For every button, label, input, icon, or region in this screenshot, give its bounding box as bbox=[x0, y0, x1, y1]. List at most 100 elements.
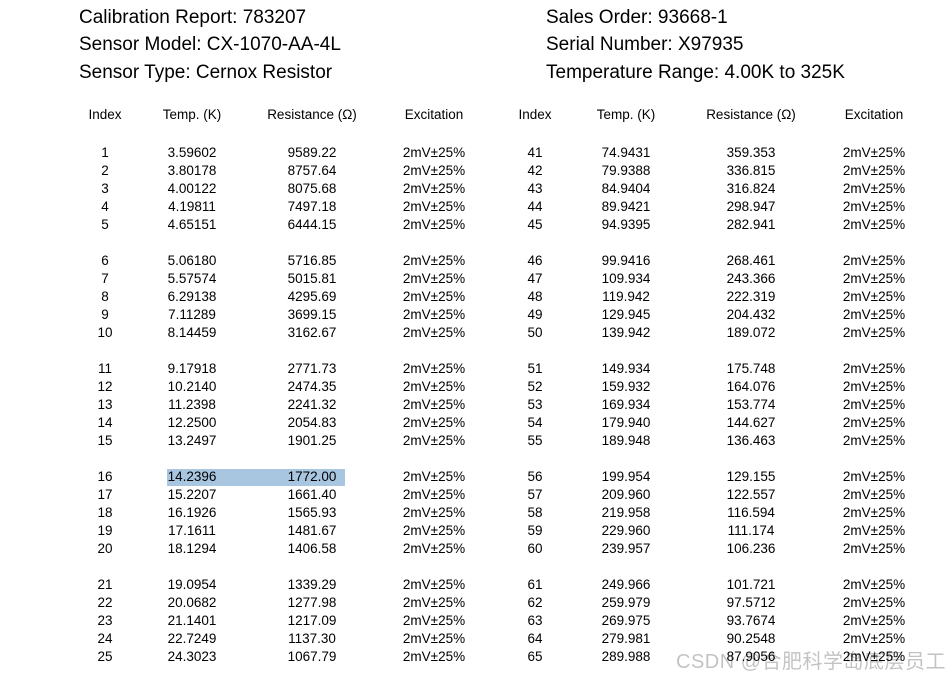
cell-excitation: 2mV±25% bbox=[402, 649, 466, 664]
cell-temp: 199.954 bbox=[601, 469, 651, 484]
cell-resistance: 1339.29 bbox=[287, 577, 337, 592]
cell-resistance: 2241.32 bbox=[287, 397, 337, 412]
cell-excitation: 2mV±25% bbox=[842, 595, 906, 610]
cell-excitation: 2mV±25% bbox=[402, 595, 466, 610]
cell-temp: 5.57574 bbox=[167, 271, 217, 286]
cell-temp: 6.29138 bbox=[167, 289, 217, 304]
table-row: 20 18.1294 1406.58 2mV±25% bbox=[68, 540, 486, 558]
column-header-resistance: Resistance (Ω) bbox=[706, 107, 796, 122]
cell-resistance: 5015.81 bbox=[287, 271, 337, 286]
cell-excitation: 2mV±25% bbox=[842, 397, 906, 412]
cell-excitation: 2mV±25% bbox=[842, 631, 906, 646]
cell-index: 13 bbox=[97, 397, 113, 412]
cell-excitation: 2mV±25% bbox=[402, 433, 466, 448]
table-row: 47 109.934 243.366 2mV±25% bbox=[496, 270, 924, 288]
cell-index: 19 bbox=[97, 523, 113, 538]
column-header-resistance: Resistance (Ω) bbox=[267, 107, 357, 122]
cell-resistance: 189.072 bbox=[726, 325, 776, 340]
cell-index: 45 bbox=[527, 217, 543, 232]
cell-temp: 219.958 bbox=[601, 505, 651, 520]
sales-order: Sales Order: 93668-1 bbox=[546, 7, 728, 28]
cell-resistance: 144.627 bbox=[726, 415, 776, 430]
table-row: 43 84.9404 316.824 2mV±25% bbox=[496, 180, 924, 198]
cell-resistance: 3699.15 bbox=[287, 307, 337, 322]
cell-index: 62 bbox=[527, 595, 543, 610]
column-header-temp: Temp. (K) bbox=[162, 107, 222, 122]
cell-temp: 3.80178 bbox=[167, 163, 217, 178]
cell-resistance: 1565.93 bbox=[287, 505, 337, 520]
cell-index: 53 bbox=[527, 397, 543, 412]
cell-index: 44 bbox=[527, 199, 543, 214]
table-row: 49 129.945 204.432 2mV±25% bbox=[496, 306, 924, 324]
cell-resistance: 222.319 bbox=[726, 289, 776, 304]
cell-temp: 119.942 bbox=[602, 289, 650, 304]
cell-temp: 109.934 bbox=[601, 271, 651, 286]
cell-resistance: 243.366 bbox=[726, 271, 776, 286]
cell-resistance: 111.174 bbox=[727, 523, 775, 538]
cell-index: 14 bbox=[97, 415, 113, 430]
cell-index: 54 bbox=[527, 415, 543, 430]
cell-temp: 11.2398 bbox=[168, 397, 216, 412]
cell-excitation: 2mV±25% bbox=[402, 271, 466, 286]
cell-temp: 22.7249 bbox=[167, 631, 217, 646]
cell-temp: 189.948 bbox=[601, 433, 651, 448]
table-row: 13 11.2398 2241.32 2mV±25% bbox=[68, 396, 486, 414]
cell-excitation: 2mV±25% bbox=[402, 361, 466, 376]
cell-index: 18 bbox=[97, 505, 113, 520]
cell-excitation: 2mV±25% bbox=[842, 325, 906, 340]
cell-temp: 279.981 bbox=[601, 631, 651, 646]
table-row: 21 19.0954 1339.29 2mV±25% bbox=[68, 576, 486, 594]
table-row: 16 14.2396 1772.00 2mV±25% bbox=[68, 468, 486, 486]
cell-excitation: 2mV±25% bbox=[842, 307, 906, 322]
cell-index: 25 bbox=[97, 649, 113, 664]
cell-temp: 13.2497 bbox=[167, 433, 217, 448]
cell-resistance: 2771.73 bbox=[287, 361, 337, 376]
cell-excitation: 2mV±25% bbox=[402, 613, 466, 628]
cell-excitation: 2mV±25% bbox=[842, 649, 906, 664]
cell-temp: 74.9431 bbox=[601, 145, 651, 160]
column-header-excitation: Excitation bbox=[404, 107, 464, 122]
table-row: 10 8.14459 3162.67 2mV±25% bbox=[68, 324, 486, 342]
cell-excitation: 2mV±25% bbox=[842, 415, 906, 430]
table-row: 60 239.957 106.236 2mV±25% bbox=[496, 540, 924, 558]
table-row: 42 79.9388 336.815 2mV±25% bbox=[496, 162, 924, 180]
cell-index: 21 bbox=[97, 577, 113, 592]
cell-excitation: 2mV±25% bbox=[842, 541, 906, 556]
cell-temp: 169.934 bbox=[601, 397, 651, 412]
cell-index: 51 bbox=[527, 361, 543, 376]
calibration-table-right: Index Temp. (K) Resistance (Ω) Excitation 41… bbox=[496, 106, 924, 666]
table-row: 44 89.9421 298.947 2mV±25% bbox=[496, 198, 924, 216]
cell-excitation: 2mV±25% bbox=[842, 289, 906, 304]
cell-excitation: 2mV±25% bbox=[842, 181, 906, 196]
cell-resistance: 1901.25 bbox=[287, 433, 337, 448]
cell-resistance: 282.941 bbox=[726, 217, 776, 232]
cell-index: 15 bbox=[97, 433, 113, 448]
cell-temp: 79.9388 bbox=[601, 163, 651, 178]
table-row: 3 4.00122 8075.68 2mV±25% bbox=[68, 180, 486, 198]
column-header-excitation: Excitation bbox=[844, 107, 904, 122]
cell-temp: 16.1926 bbox=[167, 505, 217, 520]
cell-index: 3 bbox=[101, 181, 109, 196]
table-row: 54 179.940 144.627 2mV±25% bbox=[496, 414, 924, 432]
cell-temp: 12.2500 bbox=[167, 415, 217, 430]
cell-resistance: 93.7674 bbox=[726, 613, 776, 628]
cell-excitation: 2mV±25% bbox=[402, 379, 466, 394]
cell-resistance: 1772.00 bbox=[287, 469, 337, 484]
cell-temp: 4.19811 bbox=[168, 199, 216, 214]
cell-excitation: 2mV±25% bbox=[842, 469, 906, 484]
cell-resistance: 6444.15 bbox=[287, 217, 337, 232]
table-row: 41 74.9431 359.353 2mV±25% bbox=[496, 144, 924, 162]
cell-resistance: 5716.85 bbox=[287, 253, 337, 268]
cell-index: 61 bbox=[527, 577, 543, 592]
cell-resistance: 8075.68 bbox=[287, 181, 337, 196]
cell-index: 55 bbox=[527, 433, 543, 448]
cell-temp: 289.988 bbox=[601, 649, 651, 664]
table-row: 52 159.932 164.076 2mV±25% bbox=[496, 378, 924, 396]
temperature-range: Temperature Range: 4.00K to 325K bbox=[546, 61, 845, 83]
cell-index: 60 bbox=[527, 541, 543, 556]
cell-excitation: 2mV±25% bbox=[402, 181, 466, 196]
cell-resistance: 136.463 bbox=[726, 433, 776, 448]
cell-excitation: 2mV±25% bbox=[402, 631, 466, 646]
table-row: 4 4.19811 7497.18 2mV±25% bbox=[68, 198, 486, 216]
table-row: 11 9.17918 2771.73 2mV±25% bbox=[68, 360, 486, 378]
